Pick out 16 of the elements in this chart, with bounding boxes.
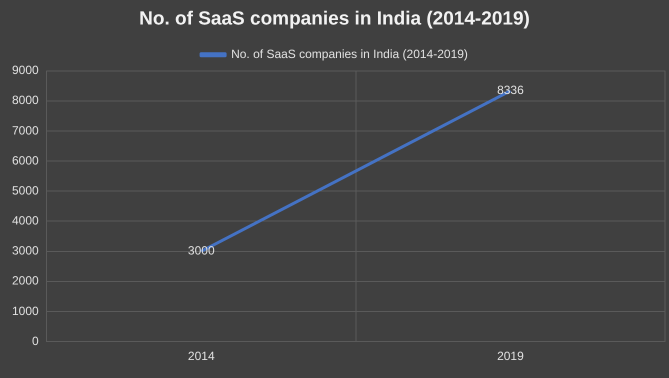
x-tick-label: 2014 bbox=[188, 349, 215, 364]
y-tick-label: 9000 bbox=[12, 63, 40, 78]
y-tick-label: 6000 bbox=[12, 153, 40, 168]
y-tick-label: 2000 bbox=[12, 274, 40, 288]
data-label: 8336 bbox=[497, 83, 524, 98]
data-label: 3000 bbox=[188, 244, 215, 258]
y-tick-label: 5000 bbox=[12, 183, 40, 198]
y-tick-label: 0 bbox=[32, 334, 40, 348]
x-tick-label: 2019 bbox=[497, 349, 524, 364]
y-tick-label: 7000 bbox=[12, 123, 40, 138]
y-tick-label: 1000 bbox=[12, 304, 40, 318]
y-tick-label: 8000 bbox=[12, 93, 40, 108]
y-tick-label: 3000 bbox=[12, 244, 40, 258]
chart-title: No. of SaaS companies in India (2014-2019) bbox=[139, 8, 530, 30]
y-tick-label: 4000 bbox=[12, 214, 40, 228]
legend-label: No. of SaaS companies in India (2014-2019) bbox=[231, 47, 468, 62]
